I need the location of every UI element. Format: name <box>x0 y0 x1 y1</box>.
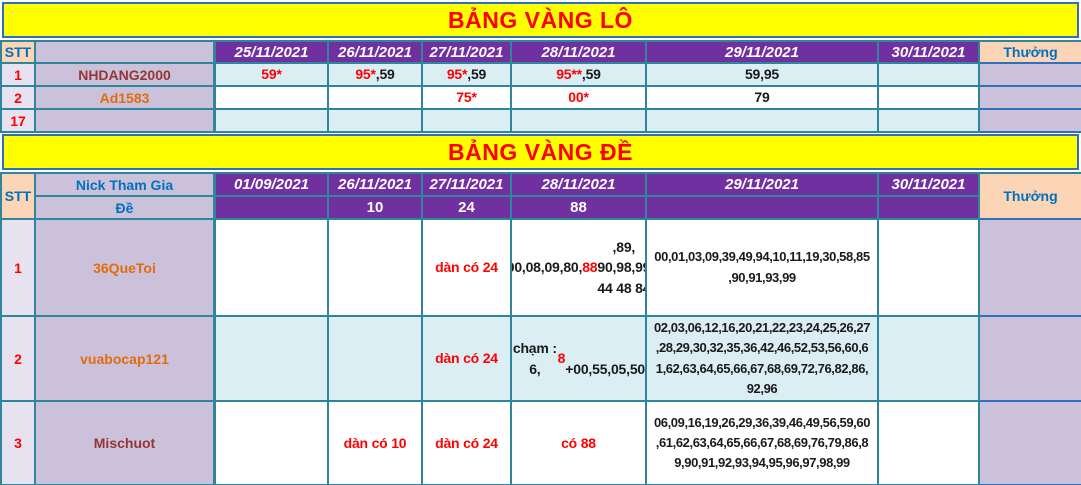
de-value-cell[interactable] <box>879 317 980 402</box>
lo-date-header[interactable]: 28/11/2021 <box>512 42 647 64</box>
de-date-header[interactable]: 30/11/2021 <box>879 174 980 197</box>
de-value-cell[interactable] <box>879 220 980 317</box>
de-date-header[interactable]: 01/09/2021 <box>216 174 329 197</box>
lo-value-cell[interactable]: 00* <box>512 87 647 110</box>
de-value-cell[interactable]: dàn có 24 <box>423 220 512 317</box>
de-sub-value[interactable] <box>879 197 980 220</box>
lo-row-stt[interactable]: 1 <box>2 64 36 87</box>
lo-row-stt[interactable]: 2 <box>2 87 36 110</box>
de-value-cell[interactable] <box>329 220 423 317</box>
lo-date-header[interactable]: 27/11/2021 <box>423 42 512 64</box>
de-reward-cell[interactable] <box>980 220 1081 317</box>
de-value-cell[interactable] <box>329 317 423 402</box>
de-value-cell[interactable]: 06,09,16,19,26,29,36,39,46,49,56,59,60 ,… <box>647 402 879 485</box>
lo-row-name[interactable]: NHDANG2000 <box>36 64 216 87</box>
de-reward-cell[interactable] <box>980 317 1081 402</box>
banner-lo-title: BẢNG VÀNG LÔ <box>448 6 633 33</box>
de-stt-header[interactable]: STT <box>2 174 36 220</box>
de-reward-header[interactable]: Thưởng <box>980 174 1081 220</box>
de-value-cell[interactable] <box>879 402 980 485</box>
de-sub-value[interactable]: 24 <box>423 197 512 220</box>
player-name: Ad1583 <box>99 89 150 106</box>
lo-value-cell[interactable] <box>879 87 980 110</box>
lo-value-cell[interactable] <box>329 87 423 110</box>
banner-de[interactable]: BẢNG VÀNG ĐỀ <box>2 134 1079 170</box>
lo-value-cell[interactable]: 59* <box>216 64 329 87</box>
lo-reward-cell[interactable] <box>980 87 1081 110</box>
player-name: Mischuot <box>93 435 156 451</box>
de-row-name[interactable]: vuabocap121 <box>36 317 216 402</box>
lo-value-cell[interactable] <box>647 110 879 133</box>
de-sub-value[interactable]: 88 <box>512 197 647 220</box>
de-row-name[interactable]: 36QueToi <box>36 220 216 317</box>
de-name-header-top[interactable]: Nick Tham Gia <box>36 174 216 197</box>
de-value-cell[interactable] <box>216 317 329 402</box>
lo-date-header[interactable]: 29/11/2021 <box>647 42 879 64</box>
lo-stt-header[interactable]: STT <box>2 42 36 64</box>
lo-value-cell[interactable]: 95* ,59 <box>329 64 423 87</box>
de-value-cell[interactable]: dàn có 24 <box>423 317 512 402</box>
player-name: NHDANG2000 <box>78 66 171 83</box>
de-value-cell[interactable]: dàn có 24 <box>423 402 512 485</box>
banner-de-title: BẢNG VÀNG ĐỀ <box>448 138 633 165</box>
lo-date-header[interactable]: 26/11/2021 <box>329 42 423 64</box>
lo-reward-cell[interactable] <box>980 64 1081 87</box>
de-sub-value[interactable] <box>647 197 879 220</box>
de-value-cell[interactable]: 00,08,09,80,88,89, 90,98,99 44 48 84 <box>512 220 647 317</box>
lo-reward-cell[interactable] <box>980 110 1081 133</box>
lo-value-cell[interactable]: 95** ,59 <box>512 64 647 87</box>
lo-value-cell[interactable] <box>879 110 980 133</box>
de-value-cell[interactable] <box>216 402 329 485</box>
lo-value-cell[interactable]: 59,95 <box>647 64 879 87</box>
de-reward-cell[interactable] <box>980 402 1081 485</box>
lo-value-cell[interactable]: 79 <box>647 87 879 110</box>
lo-row-name[interactable] <box>36 110 216 133</box>
de-date-header[interactable]: 27/11/2021 <box>423 174 512 197</box>
de-name-header-bottom[interactable]: Đề <box>36 197 216 220</box>
de-value-cell[interactable]: dàn có 10 <box>329 402 423 485</box>
lo-value-cell[interactable]: 75* <box>423 87 512 110</box>
lo-name-header[interactable] <box>36 42 216 64</box>
de-date-header[interactable]: 26/11/2021 <box>329 174 423 197</box>
de-value-cell[interactable] <box>216 220 329 317</box>
lo-value-cell[interactable] <box>423 110 512 133</box>
lo-value-cell[interactable] <box>329 110 423 133</box>
player-name: 36QueToi <box>93 259 156 276</box>
lo-value-cell[interactable] <box>512 110 647 133</box>
table-de: STT Nick Tham Gia 01/09/2021 26/11/2021 … <box>0 172 1081 485</box>
lo-value-cell[interactable]: 95* ,59 <box>423 64 512 87</box>
lo-value-cell[interactable] <box>216 87 329 110</box>
de-date-header[interactable]: 28/11/2021 <box>512 174 647 197</box>
de-value-cell[interactable]: 00,01,03,09,39,49,94,10,11,19,30,58,85 ,… <box>647 220 879 317</box>
de-value-cell[interactable]: 02,03,06,12,16,20,21,22,23,24,25,26,27 ,… <box>647 317 879 402</box>
lo-row-stt[interactable]: 17 <box>2 110 36 133</box>
de-row-stt[interactable]: 1 <box>2 220 36 317</box>
de-sub-value[interactable]: 10 <box>329 197 423 220</box>
banner-lo[interactable]: BẢNG VÀNG LÔ <box>2 2 1079 38</box>
de-sub-value[interactable] <box>216 197 329 220</box>
table-lo: STT 25/11/2021 26/11/2021 27/11/2021 28/… <box>0 40 1081 133</box>
de-value-cell[interactable]: có 88 <box>512 402 647 485</box>
de-row-stt[interactable]: 2 <box>2 317 36 402</box>
lo-reward-header[interactable]: Thưởng <box>980 42 1081 64</box>
lo-value-cell[interactable] <box>216 110 329 133</box>
lo-date-header[interactable]: 25/11/2021 <box>216 42 329 64</box>
de-value-cell[interactable]: chạm : 6, 8 +00,55,05,50 <box>512 317 647 402</box>
de-row-stt[interactable]: 3 <box>2 402 36 485</box>
de-date-header[interactable]: 29/11/2021 <box>647 174 879 197</box>
lo-row-name[interactable]: Ad1583 <box>36 87 216 110</box>
lo-date-header[interactable]: 30/11/2021 <box>879 42 980 64</box>
de-row-name[interactable]: Mischuot <box>36 402 216 485</box>
lo-value-cell[interactable] <box>879 64 980 87</box>
player-name: vuabocap121 <box>80 350 169 367</box>
